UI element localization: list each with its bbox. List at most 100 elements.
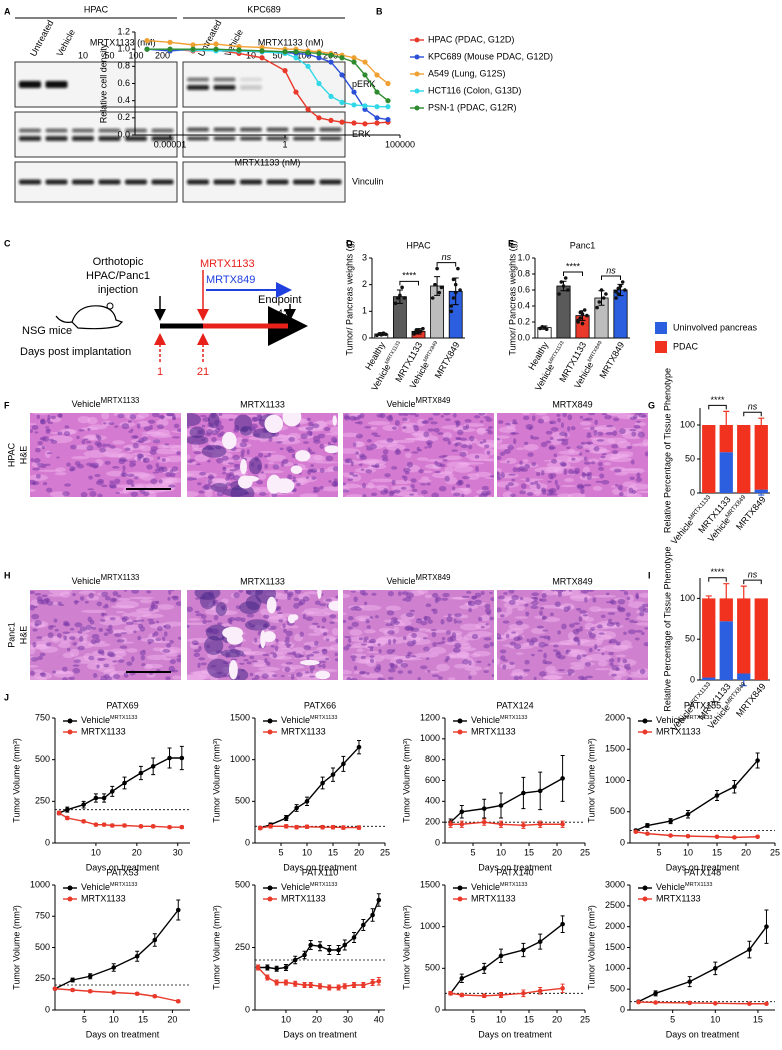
- nucleus: [584, 449, 591, 453]
- nucleus: [629, 476, 635, 481]
- dose-label: MRTX1133 (nM): [90, 37, 156, 47]
- nucleus: [32, 628, 38, 632]
- nucleus: [234, 465, 241, 471]
- data-point: [385, 80, 391, 87]
- data-point: [456, 266, 460, 271]
- nucleus: [284, 639, 290, 644]
- nucleus: [194, 610, 200, 614]
- y-tick-label: 500: [610, 984, 625, 994]
- x-tick-label: 20: [354, 847, 364, 857]
- tissue-texture: [622, 481, 637, 488]
- nucleus: [551, 459, 558, 464]
- series-line: [54, 909, 179, 990]
- nucleus: [291, 480, 297, 483]
- tissue-texture: [321, 486, 338, 492]
- nucleus: [524, 464, 531, 469]
- nucleus: [104, 596, 111, 601]
- nucleus: [447, 613, 452, 617]
- legend-label-sup: MRTX1133: [685, 882, 712, 888]
- histology-label: VehicleMRTX1133: [72, 573, 140, 587]
- data-point: [320, 824, 325, 830]
- tissue-texture: [564, 477, 574, 483]
- nucleus: [198, 490, 205, 494]
- y-tick-label: 750: [35, 911, 50, 921]
- nucleus: [62, 666, 68, 672]
- data-point: [351, 59, 357, 65]
- nucleus: [286, 446, 293, 452]
- blot-band: [319, 127, 342, 132]
- x-tick-label: 5: [278, 847, 283, 857]
- series-line: [146, 39, 389, 85]
- legend-marker: [457, 729, 463, 735]
- nucleus: [432, 413, 441, 416]
- tissue-texture: [456, 647, 477, 652]
- nucleus: [35, 473, 41, 479]
- mouse-ear: [106, 302, 114, 310]
- tissue-texture: [289, 625, 299, 629]
- data-point: [316, 55, 322, 61]
- nucleus: [129, 462, 135, 468]
- nucleus: [455, 620, 463, 624]
- acinar: [187, 413, 201, 427]
- nucleus: [102, 605, 109, 609]
- series-line: [638, 926, 768, 1003]
- nucleus: [480, 420, 484, 423]
- nucleus: [147, 419, 156, 424]
- legend-marker: [67, 896, 73, 902]
- data-point: [566, 288, 570, 292]
- nucleus: [333, 478, 338, 483]
- nucleus: [489, 641, 494, 647]
- blot-band: [240, 179, 262, 185]
- data-point: [292, 981, 298, 987]
- significance-bracket: [743, 411, 762, 417]
- data-point: [374, 120, 380, 126]
- nucleus: [557, 669, 565, 672]
- blot-band: [187, 85, 209, 90]
- y-tick-label: 50: [685, 634, 695, 644]
- data-point: [175, 998, 181, 1004]
- nucleus: [587, 590, 595, 592]
- nucleus: [36, 414, 41, 419]
- nucleus: [619, 492, 624, 497]
- nucleus: [294, 590, 302, 594]
- nucleus: [410, 483, 415, 489]
- nucleus: [147, 638, 155, 644]
- nucleus: [307, 447, 311, 453]
- data-point: [385, 104, 391, 110]
- tissue-texture: [594, 668, 610, 671]
- nucleus: [138, 619, 145, 622]
- x-tick-label: 5: [470, 847, 475, 857]
- data-point: [416, 329, 421, 334]
- nucleus: [431, 608, 435, 612]
- nucleus: [420, 483, 427, 486]
- nucleus: [525, 477, 530, 483]
- nucleus: [597, 461, 603, 467]
- nucleus: [34, 620, 42, 626]
- blot-band: [98, 136, 121, 141]
- acinar: [187, 435, 209, 445]
- nucleus: [108, 482, 117, 489]
- nucleus: [39, 436, 46, 441]
- nucleus: [541, 593, 547, 599]
- y-tick-label: 0.4: [517, 300, 530, 310]
- y-tick-label: 1000: [605, 775, 625, 785]
- tissue-texture: [99, 617, 125, 626]
- nucleus: [553, 644, 559, 648]
- tissue-texture: [603, 462, 612, 466]
- tissue-texture: [545, 665, 557, 673]
- nucleus: [531, 600, 539, 606]
- tissue-texture: [469, 670, 478, 676]
- nucleus: [516, 635, 523, 641]
- nucleus: [102, 422, 107, 425]
- data-point: [521, 822, 526, 828]
- chart-title: PATX155: [684, 700, 721, 710]
- nucleus: [455, 437, 462, 440]
- acinar: [205, 624, 229, 641]
- nucleus: [481, 492, 488, 497]
- data-point: [293, 89, 299, 95]
- data-point: [317, 943, 323, 949]
- nucleus: [570, 426, 576, 431]
- nucleus: [402, 417, 408, 422]
- nucleus: [639, 610, 645, 617]
- nucleus: [612, 417, 620, 422]
